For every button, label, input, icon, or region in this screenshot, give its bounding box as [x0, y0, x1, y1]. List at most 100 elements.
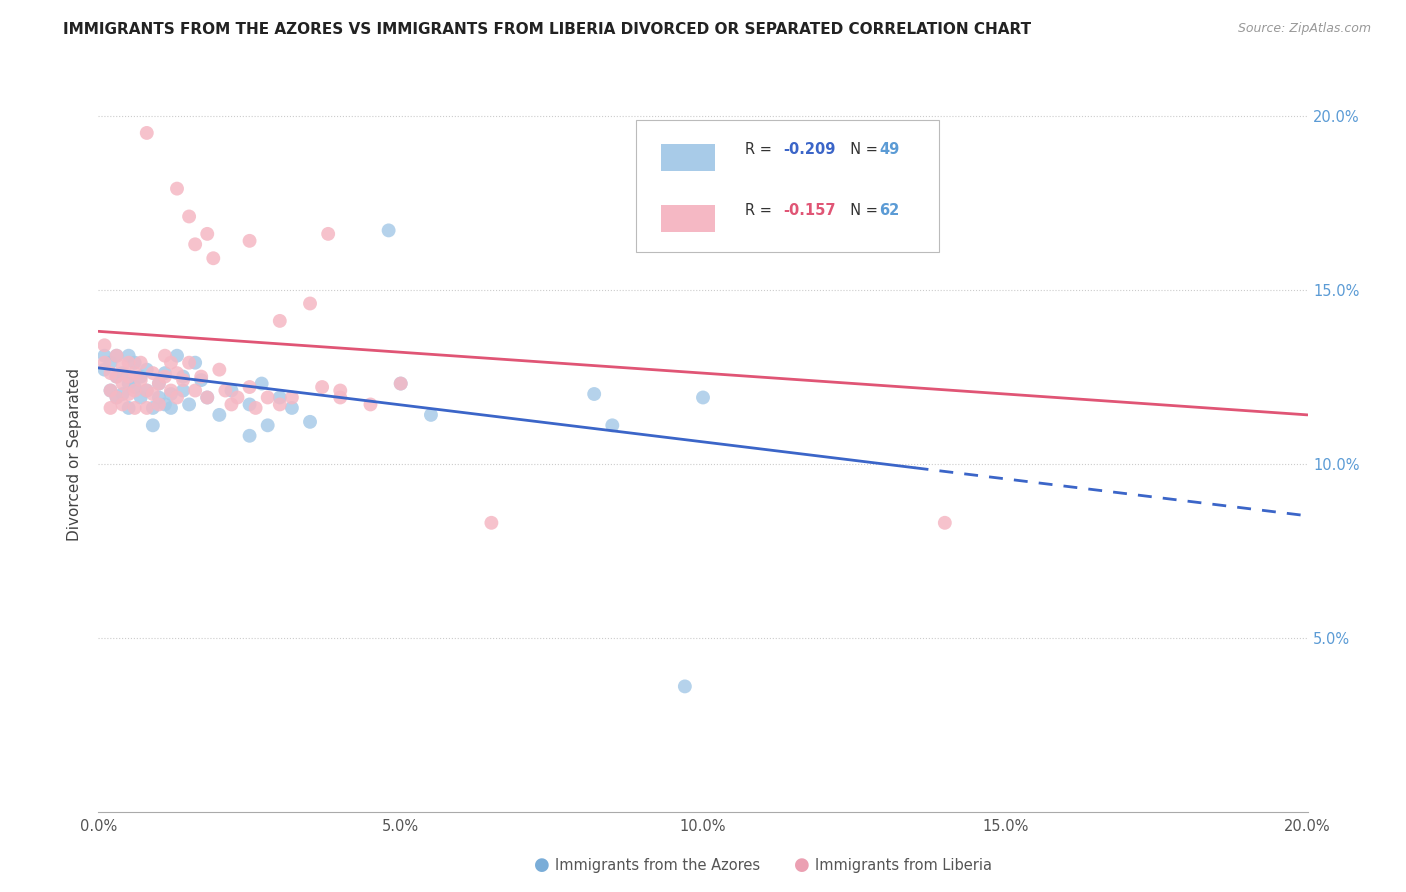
- Point: [602, 418, 624, 433]
- Point: [166, 349, 188, 363]
- Point: [93, 349, 115, 363]
- Point: [111, 397, 134, 411]
- Text: R =: R =: [745, 203, 778, 219]
- Point: [239, 380, 262, 394]
- Point: [153, 349, 176, 363]
- Text: -0.209: -0.209: [783, 143, 835, 157]
- Point: [239, 429, 262, 443]
- Point: [166, 366, 188, 380]
- Point: [100, 356, 122, 370]
- Point: [256, 391, 278, 405]
- Point: [105, 391, 128, 405]
- Point: [190, 369, 212, 384]
- Point: [281, 391, 304, 405]
- Point: [118, 349, 141, 363]
- Point: [124, 356, 146, 370]
- Point: [100, 366, 122, 380]
- Point: [135, 362, 157, 376]
- Point: [148, 397, 170, 411]
- Point: [118, 369, 141, 384]
- Point: [316, 227, 339, 241]
- Text: R =: R =: [745, 143, 778, 157]
- Point: [142, 366, 165, 380]
- Point: [208, 362, 231, 376]
- Point: [129, 356, 152, 370]
- Point: [214, 384, 236, 398]
- Point: [153, 369, 176, 384]
- Point: [172, 373, 194, 387]
- Point: [142, 387, 165, 401]
- Point: [329, 391, 352, 405]
- Point: [118, 356, 141, 370]
- Point: [160, 356, 183, 370]
- Point: [166, 181, 188, 195]
- Point: [256, 418, 278, 433]
- Point: [481, 516, 503, 530]
- Point: [124, 380, 146, 394]
- Point: [195, 391, 218, 405]
- Point: [129, 369, 152, 384]
- Point: [239, 397, 262, 411]
- Point: [239, 234, 262, 248]
- Point: [389, 376, 412, 391]
- Point: [389, 376, 412, 391]
- Point: [124, 366, 146, 380]
- Point: [179, 210, 201, 224]
- Point: [160, 384, 183, 398]
- Point: [583, 387, 606, 401]
- Point: [208, 408, 231, 422]
- Point: [93, 362, 115, 376]
- Point: [135, 126, 157, 140]
- Point: [269, 397, 291, 411]
- Point: [250, 376, 273, 391]
- Point: [148, 376, 170, 391]
- Point: [105, 349, 128, 363]
- Text: Source: ZipAtlas.com: Source: ZipAtlas.com: [1237, 22, 1371, 36]
- Text: 62: 62: [879, 203, 900, 219]
- Point: [111, 376, 134, 391]
- Point: [111, 366, 134, 380]
- Point: [329, 384, 352, 398]
- Point: [179, 356, 201, 370]
- Point: [281, 401, 304, 415]
- Point: [105, 369, 128, 384]
- Point: [129, 373, 152, 387]
- Text: N =: N =: [841, 203, 883, 219]
- Point: [184, 237, 207, 252]
- Point: [148, 391, 170, 405]
- Point: [673, 680, 696, 694]
- Point: [311, 380, 333, 394]
- Text: Immigrants from Liberia: Immigrants from Liberia: [815, 858, 993, 872]
- Point: [934, 516, 956, 530]
- Point: [124, 401, 146, 415]
- Point: [179, 397, 201, 411]
- Point: [153, 366, 176, 380]
- Text: N =: N =: [841, 143, 883, 157]
- Text: Immigrants from the Azores: Immigrants from the Azores: [555, 858, 761, 872]
- Point: [269, 391, 291, 405]
- Text: IMMIGRANTS FROM THE AZORES VS IMMIGRANTS FROM LIBERIA DIVORCED OR SEPARATED CORR: IMMIGRANTS FROM THE AZORES VS IMMIGRANTS…: [63, 22, 1032, 37]
- Text: -0.157: -0.157: [783, 203, 835, 219]
- Text: ●: ●: [794, 856, 810, 874]
- Point: [190, 373, 212, 387]
- Point: [377, 223, 399, 237]
- Point: [221, 397, 243, 411]
- Point: [172, 384, 194, 398]
- Point: [118, 401, 141, 415]
- Point: [135, 384, 157, 398]
- Point: [245, 401, 267, 415]
- Point: [135, 384, 157, 398]
- Point: [195, 391, 218, 405]
- Point: [105, 369, 128, 384]
- Point: [184, 384, 207, 398]
- Point: [100, 384, 122, 398]
- Point: [148, 376, 170, 391]
- Point: [172, 369, 194, 384]
- Text: ●: ●: [534, 856, 550, 874]
- Point: [105, 349, 128, 363]
- Point: [111, 359, 134, 373]
- Point: [100, 384, 122, 398]
- Point: [360, 397, 382, 411]
- Point: [269, 314, 291, 328]
- Point: [166, 391, 188, 405]
